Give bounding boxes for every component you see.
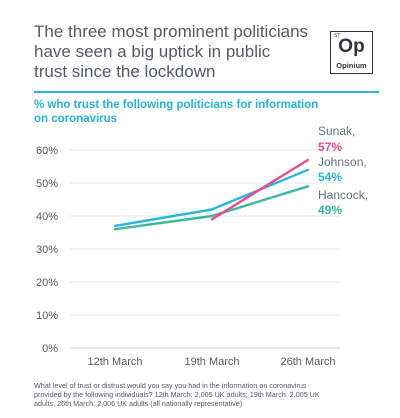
chart-subtitle: % who trust the following politicians fo… [34,98,364,126]
y-tick-label: 0% [42,343,58,355]
x-tick-label: 19th March [184,356,239,368]
footnote-line: adults; 26th March: 2,006 UK adults (all… [34,399,243,408]
data-label-johnson: 54% [318,170,342,184]
y-tick-label: 50% [36,178,58,190]
headline-line: trust since the lockdown [34,62,216,81]
series-line-sunak [210,158,310,221]
footnote: What level of trust or distrust would yo… [34,381,384,408]
series-line-hancock [113,185,310,231]
series-line-johnson [113,168,310,228]
subtitle-line: % who trust the following politicians fo… [34,99,319,111]
y-tick-label: 30% [36,244,58,256]
x-tick-label: 12th March [87,356,142,368]
x-tick-label: 26th March [280,356,335,368]
headline-line: The three most prominent politicians [34,22,309,41]
opinium-logo: ST Op Opinium [330,31,373,74]
subtitle-line: on coronavirus [34,113,118,125]
y-tick-label: 20% [36,277,58,289]
y-tick-label: 60% [36,145,58,157]
data-label-sunak: 57% [318,140,342,154]
series-label-johnson: Johnson, [318,155,367,169]
series-label-sunak: Sunak, [318,124,355,138]
header-divider [34,91,379,93]
y-tick-label: 10% [36,310,58,322]
headline: The three most prominent politicians hav… [34,22,324,82]
logo-mark: Op [338,36,365,57]
logo-wordmark: Opinium [336,61,367,70]
data-label-hancock: 49% [318,203,342,217]
y-tick-label: 40% [36,211,58,223]
series-label-hancock: Hancock, [318,188,368,202]
headline-line: have seen a big uptick in public [34,42,271,61]
footnote-line: What level of trust or distrust would yo… [34,381,307,390]
logo-small-text: ST [334,33,341,39]
footnote-line: provided by the following individuals? 1… [34,390,320,399]
